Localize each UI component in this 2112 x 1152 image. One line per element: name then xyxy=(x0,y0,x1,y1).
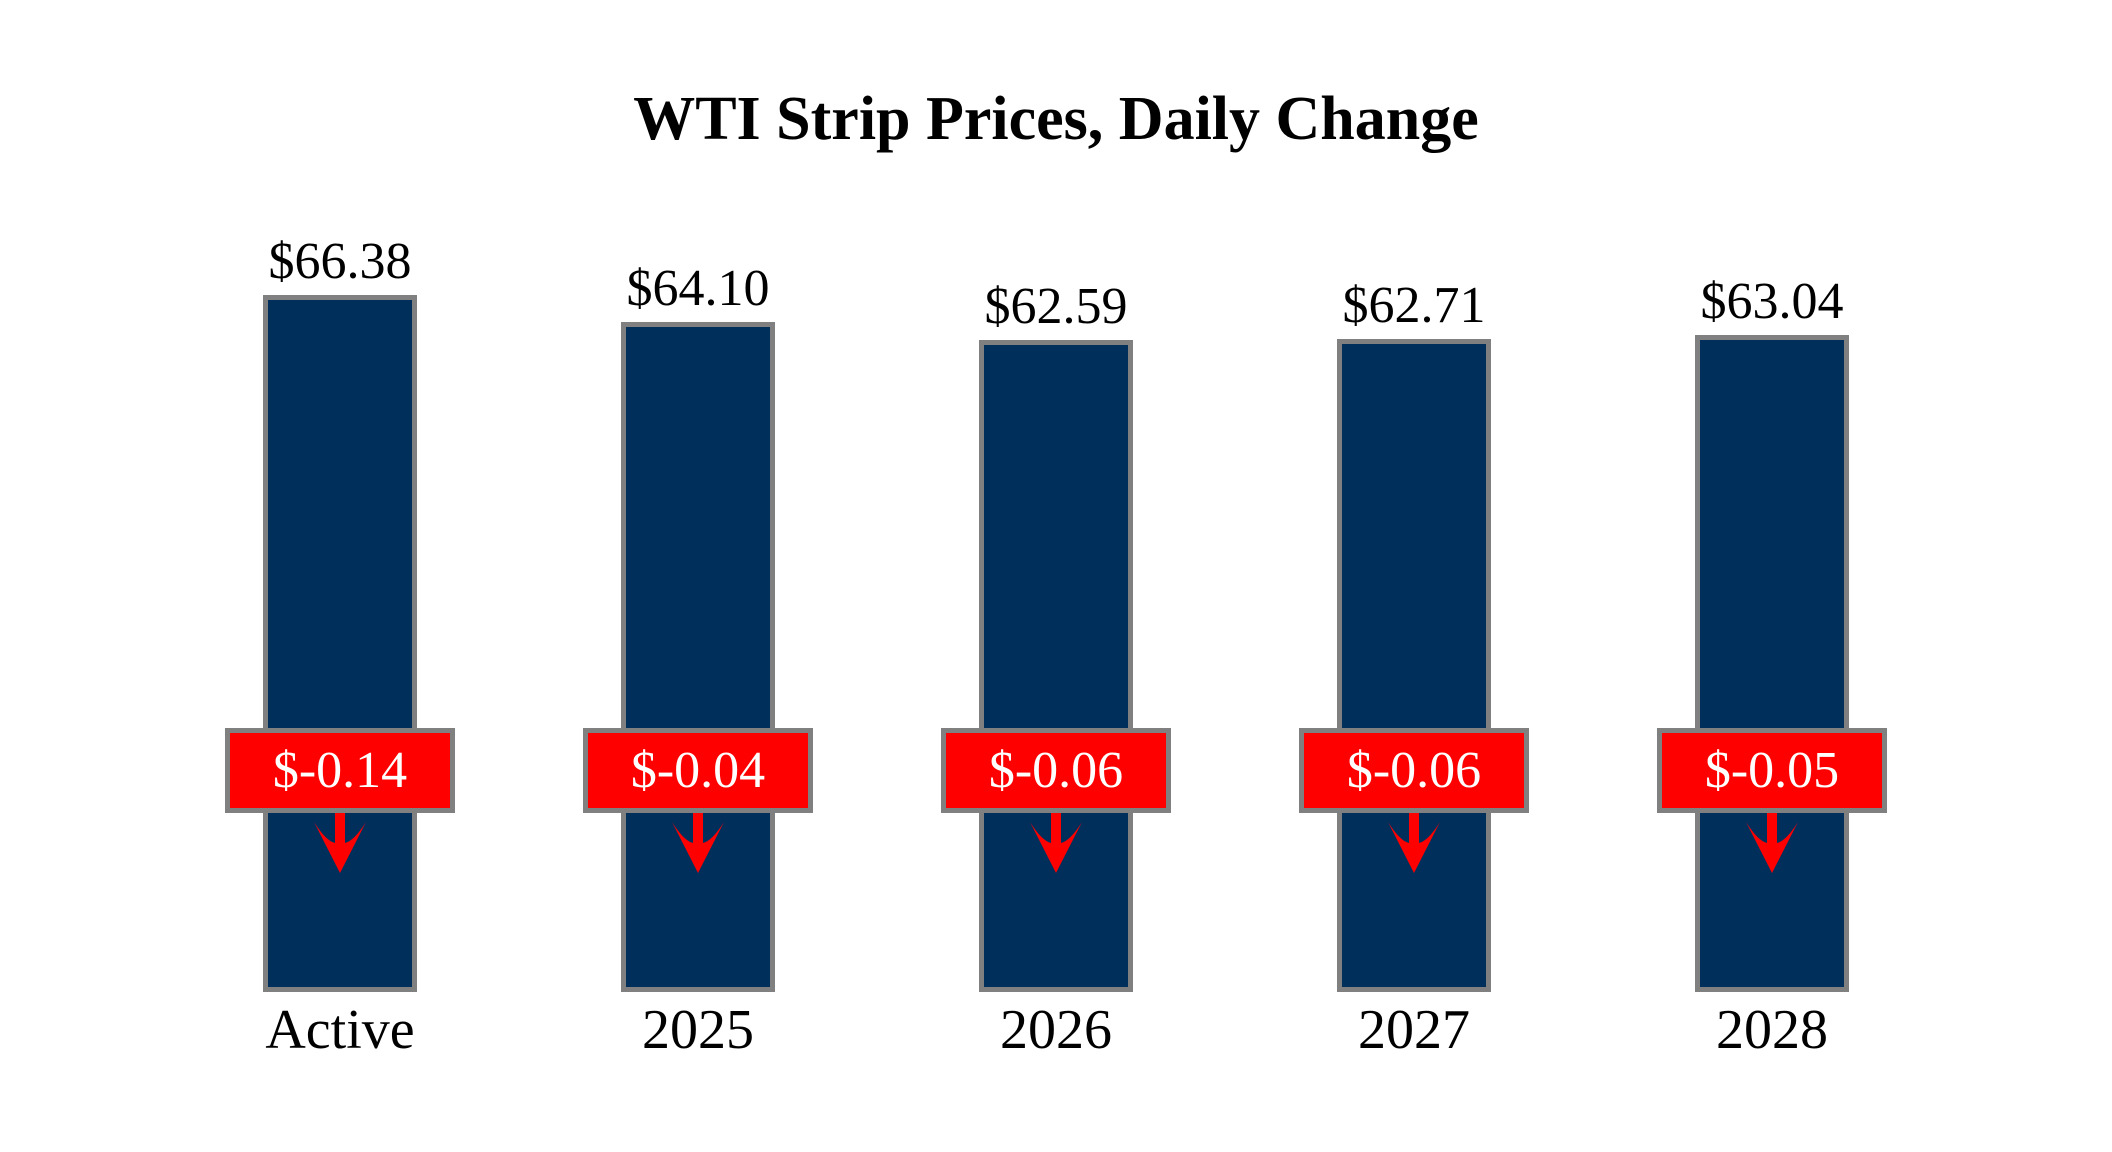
price-label: $64.10 xyxy=(626,260,770,317)
change-badge: $-0.06 xyxy=(941,728,1171,813)
bar-group: $66.38 $-0.14 Active xyxy=(161,0,519,1152)
change-badge: $-0.04 xyxy=(583,728,813,813)
price-label: $62.59 xyxy=(984,278,1128,335)
category-label: 2027 xyxy=(1358,999,1470,1061)
category-label: 2025 xyxy=(642,999,754,1061)
price-label: $62.71 xyxy=(1342,277,1486,334)
bar xyxy=(621,322,775,992)
bar xyxy=(1337,339,1491,992)
category-label: Active xyxy=(265,999,415,1061)
bar xyxy=(1695,335,1849,992)
bar xyxy=(979,340,1133,992)
down-arrow-icon xyxy=(672,813,724,873)
change-badge: $-0.06 xyxy=(1299,728,1529,813)
price-label: $63.04 xyxy=(1700,273,1844,330)
bar-group: $63.04 $-0.05 2028 xyxy=(1593,0,1951,1152)
change-badge: $-0.14 xyxy=(225,728,455,813)
bar-group: $64.10 $-0.04 2025 xyxy=(519,0,877,1152)
change-badge: $-0.05 xyxy=(1657,728,1887,813)
bar-group: $62.71 $-0.06 2027 xyxy=(1235,0,1593,1152)
down-arrow-icon xyxy=(314,813,366,873)
price-label: $66.38 xyxy=(268,233,412,290)
bar xyxy=(263,295,417,992)
down-arrow-icon xyxy=(1388,813,1440,873)
category-label: 2026 xyxy=(1000,999,1112,1061)
chart-title: WTI Strip Prices, Daily Change xyxy=(633,85,1479,153)
category-label: 2028 xyxy=(1716,999,1828,1061)
bar-group: $62.59 $-0.06 2026 xyxy=(877,0,1235,1152)
down-arrow-icon xyxy=(1746,813,1798,873)
down-arrow-icon xyxy=(1030,813,1082,873)
